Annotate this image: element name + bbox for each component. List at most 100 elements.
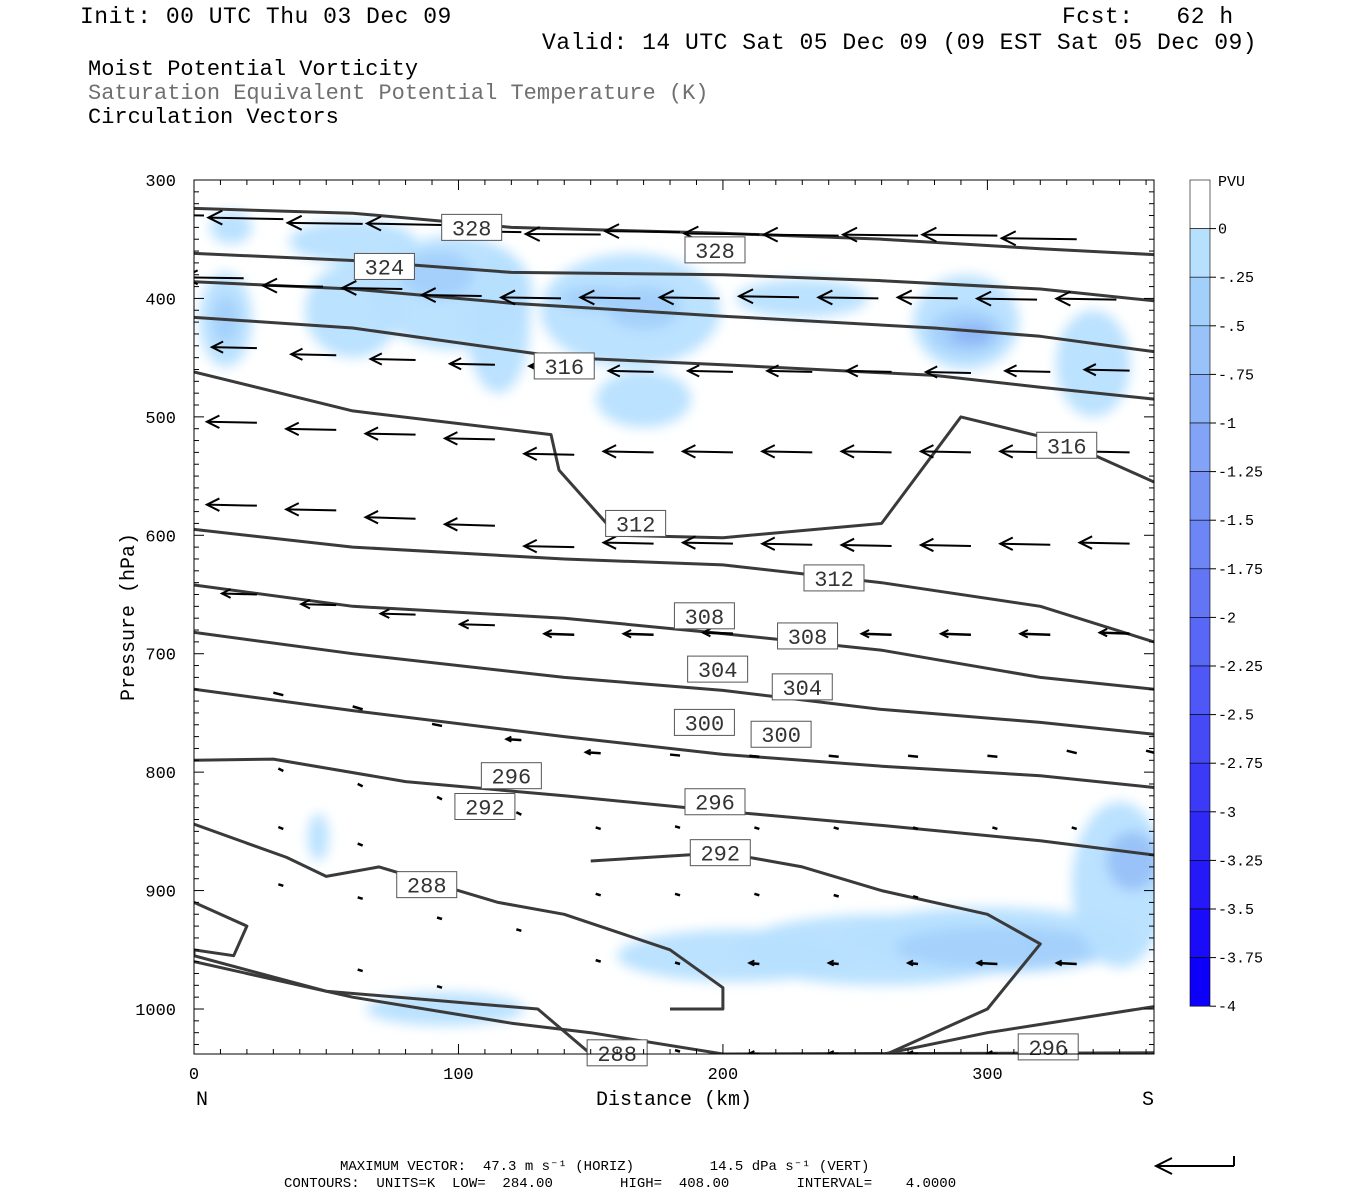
vector-head bbox=[895, 289, 913, 306]
vector-shaft bbox=[897, 296, 958, 300]
vector-head bbox=[918, 537, 934, 553]
vector-shaft bbox=[208, 216, 284, 221]
vector-shaft bbox=[595, 892, 602, 897]
vector-shaft bbox=[684, 232, 760, 236]
contour-label-box bbox=[1017, 1033, 1079, 1061]
vector-shaft bbox=[912, 826, 919, 831]
vector-head bbox=[601, 535, 617, 550]
vector-shaft bbox=[366, 222, 443, 227]
contour-label: 300 bbox=[685, 712, 725, 737]
colorbar-label: -.5 bbox=[1218, 319, 1245, 336]
vector-shaft bbox=[595, 826, 602, 831]
colorbar-unit: PVU bbox=[1218, 174, 1245, 191]
contour-label-box bbox=[673, 708, 735, 736]
contour-label: 328 bbox=[695, 240, 735, 265]
colorbar-swatch bbox=[1189, 519, 1211, 570]
vector-head bbox=[844, 364, 859, 378]
vector-shaft bbox=[992, 826, 998, 831]
contour-label-box bbox=[533, 352, 595, 380]
pv-blob bbox=[1106, 831, 1154, 891]
init-time: Init: 00 UTC Thu 03 Dec 09 bbox=[80, 4, 452, 30]
contour-label-box bbox=[353, 252, 415, 280]
vector-shaft bbox=[674, 892, 681, 897]
colorbar-label: -3 bbox=[1218, 805, 1236, 822]
vector-shaft bbox=[925, 371, 971, 375]
vector-head bbox=[340, 280, 357, 296]
vector-head bbox=[363, 510, 379, 525]
x-left-end-label: N bbox=[196, 1089, 208, 1112]
x-tick-label: 300 bbox=[972, 1066, 1003, 1085]
vector-head bbox=[998, 536, 1014, 551]
contour-label: 288 bbox=[597, 1043, 637, 1068]
vector-head bbox=[839, 537, 855, 553]
colorbar-label: -3.5 bbox=[1218, 902, 1254, 919]
vector-head bbox=[680, 535, 696, 550]
vector-head bbox=[1054, 959, 1063, 967]
vector-shaft bbox=[922, 233, 998, 237]
vector-head bbox=[204, 414, 220, 429]
vector-head bbox=[283, 421, 300, 437]
vector-shaft bbox=[365, 516, 416, 520]
contour-label-box bbox=[480, 762, 542, 790]
contour-line bbox=[194, 822, 725, 1011]
vector-shaft bbox=[525, 232, 601, 236]
vector-head bbox=[859, 629, 870, 639]
x-axis-label: Distance (km) bbox=[596, 1089, 752, 1112]
plot-frame bbox=[193, 179, 1155, 1055]
colorbar-label: -3.25 bbox=[1218, 853, 1263, 870]
vector-head bbox=[905, 959, 914, 967]
vector-shaft bbox=[828, 754, 839, 758]
vector-shaft bbox=[380, 612, 416, 616]
contour-line bbox=[194, 687, 1154, 789]
colorbar-swatch bbox=[1189, 374, 1211, 424]
vector-head bbox=[364, 215, 382, 232]
vector-shaft bbox=[501, 296, 562, 300]
contour-labels: 328 328 324 316 316 312 312 308 308 304 304 300 300 2… bbox=[353, 213, 1098, 1068]
vector-shaft bbox=[1145, 749, 1154, 754]
colorbar-label: -2 bbox=[1218, 610, 1236, 627]
vector-shaft bbox=[436, 916, 443, 921]
vector-head bbox=[700, 627, 711, 638]
contour-label: 312 bbox=[814, 568, 854, 593]
vector-shaft bbox=[515, 811, 522, 816]
vector-head bbox=[816, 289, 833, 306]
vector-head bbox=[522, 446, 538, 461]
x-right-end-label: S bbox=[1142, 1089, 1154, 1112]
vector-head bbox=[457, 619, 470, 630]
vector-shaft bbox=[841, 543, 892, 547]
vector-head bbox=[918, 444, 934, 459]
vector-shaft bbox=[754, 892, 760, 897]
vector-shaft bbox=[211, 346, 257, 350]
colorbar-swatch bbox=[1189, 422, 1211, 472]
vector-shaft bbox=[1099, 631, 1130, 635]
field-title-mpv: Moist Potential Vorticity bbox=[88, 57, 419, 82]
circulation-vectors bbox=[194, 209, 1154, 1054]
x-tick-label: 200 bbox=[708, 1066, 739, 1085]
contour-label-box bbox=[673, 602, 735, 630]
vector-shaft bbox=[818, 296, 879, 300]
vector-shaft bbox=[357, 896, 364, 901]
vector-head bbox=[206, 209, 223, 226]
vector-shaft bbox=[206, 503, 257, 507]
vector-head bbox=[839, 444, 855, 459]
colorbar-label: -4 bbox=[1218, 999, 1236, 1016]
pv-blob bbox=[209, 210, 253, 244]
vector-head bbox=[657, 289, 675, 306]
vector-shaft bbox=[357, 842, 364, 847]
vector-head bbox=[522, 538, 538, 554]
contour-line bbox=[194, 901, 592, 1054]
y-tick-label: 800 bbox=[145, 765, 176, 784]
x-tick-label: 100 bbox=[443, 1066, 474, 1085]
reference-vector bbox=[1153, 1156, 1235, 1175]
vector-head bbox=[602, 223, 620, 240]
vector-shaft bbox=[846, 369, 892, 373]
vector-shaft bbox=[1001, 237, 1077, 241]
vector-shaft bbox=[762, 450, 813, 454]
vector-head bbox=[1082, 363, 1097, 377]
y-tick-label: 900 bbox=[145, 884, 176, 903]
field-title-vectors: Circulation Vectors bbox=[88, 105, 339, 130]
contour-label: 328 bbox=[452, 217, 492, 242]
y-tick-label: 700 bbox=[145, 647, 176, 666]
vector-shaft bbox=[301, 603, 337, 607]
colorbar-label: -2.5 bbox=[1218, 708, 1254, 725]
